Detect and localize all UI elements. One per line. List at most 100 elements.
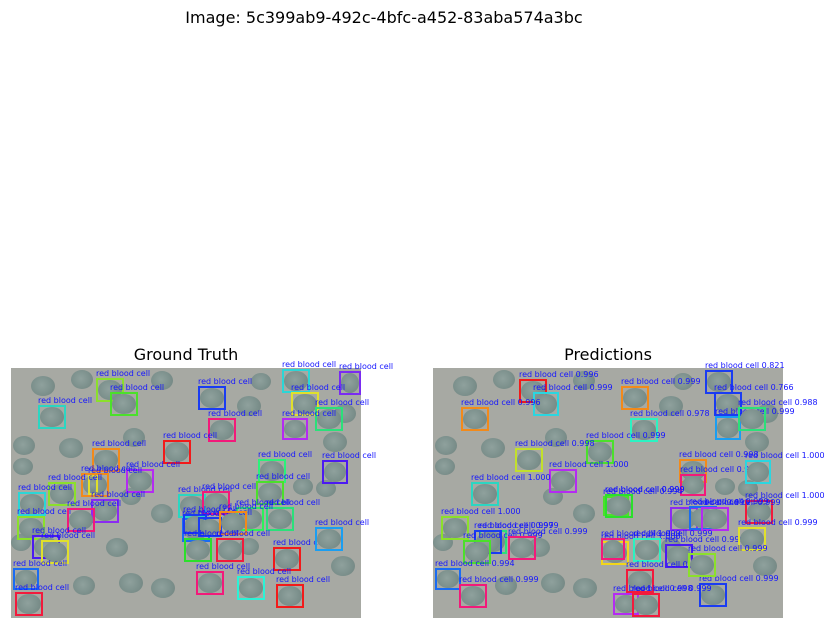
blood-cell [69, 510, 93, 530]
detection-box [586, 440, 614, 464]
detection-box [291, 392, 319, 416]
detection-label: red blood cell [91, 490, 146, 499]
detection-label: red blood cell 0.988 [738, 398, 818, 407]
detection-box [701, 507, 729, 531]
detection-box [435, 568, 461, 590]
detection-label: red blood cell [256, 472, 311, 481]
background-cell [119, 573, 143, 593]
detection-box [605, 494, 633, 518]
blood-cell [284, 420, 306, 438]
blood-cell [198, 573, 222, 593]
blood-cell [747, 502, 771, 522]
detection-box [665, 544, 693, 568]
blood-cell [607, 496, 631, 516]
background-cell [106, 538, 128, 557]
detection-box [601, 538, 625, 560]
blood-cell [278, 586, 302, 606]
blood-cell [717, 418, 739, 438]
detection-label: red blood cell [237, 567, 292, 576]
blood-cell [740, 409, 764, 429]
detection-label: red blood cell [322, 451, 377, 460]
detection-box [621, 386, 649, 410]
detection-label: red blood cell [291, 383, 346, 392]
detection-label: red blood cell [18, 483, 73, 492]
detection-label: red blood cell [15, 583, 70, 592]
background-cell [323, 432, 347, 452]
blood-cell [551, 471, 575, 491]
blood-cell [275, 549, 299, 569]
detection-label: red blood cell [266, 498, 321, 507]
detection-label: red blood cell [88, 466, 143, 475]
blood-cell [603, 540, 623, 558]
detection-box [216, 538, 244, 562]
detection-box [463, 540, 491, 564]
blood-cell [463, 409, 487, 429]
blood-cell [90, 477, 96, 493]
detection-label: red blood cell [273, 538, 328, 547]
detection-box [745, 500, 773, 524]
detection-label: red blood cell [339, 362, 394, 371]
detection-label: red blood cell 0.999 [479, 521, 559, 530]
blood-cell [284, 371, 308, 391]
background-cell [573, 371, 595, 390]
background-cell [151, 578, 175, 598]
background-cell [293, 478, 313, 495]
detection-box [714, 392, 742, 416]
blood-cell [747, 462, 769, 482]
blood-cell [218, 540, 242, 560]
detection-label: red blood cell 0.999 [689, 497, 769, 506]
background-cell [71, 370, 93, 389]
detection-label: red blood cell [163, 431, 218, 440]
detection-label: red blood cell [315, 398, 370, 407]
detection-box [202, 491, 230, 515]
blood-cell [682, 476, 704, 494]
background-cell [331, 556, 355, 576]
detection-box [508, 536, 536, 560]
background-cell [151, 504, 173, 523]
detection-box [441, 516, 469, 540]
blood-cell [20, 494, 44, 514]
detection-box [256, 481, 284, 505]
background-cell [435, 458, 455, 475]
detection-box [633, 538, 661, 562]
background-cell [541, 573, 565, 593]
blood-cell [635, 540, 659, 560]
detection-box [461, 407, 489, 431]
detection-label: red blood cell 0.999 [738, 518, 818, 527]
detection-box [515, 448, 543, 472]
detection-label: red blood cell 0.766 [714, 383, 794, 392]
detection-label: red blood cell 0.978 [630, 409, 710, 418]
background-cell [545, 428, 567, 447]
background-cell [31, 376, 55, 396]
blood-cell [740, 529, 764, 549]
blood-cell [128, 471, 152, 491]
detection-box [680, 474, 706, 496]
blood-cell [200, 519, 220, 535]
detection-label: red blood cell 0.998 [515, 439, 595, 448]
detection-label: red blood cell 0.999 [665, 535, 745, 544]
detection-label: red blood cell [184, 529, 239, 538]
detection-box [48, 482, 76, 506]
blood-cell [258, 483, 282, 503]
detection-label: red blood cell 0.999 [688, 544, 768, 553]
blood-cell [200, 388, 224, 408]
detection-box [219, 511, 247, 535]
background-cell [715, 478, 735, 495]
blood-cell [510, 538, 534, 558]
detection-label: red blood cell 0.999 [701, 498, 781, 507]
detection-label: red blood cell [17, 507, 72, 516]
detection-label: red blood cell [236, 498, 291, 507]
detection-box [745, 460, 771, 484]
ground-truth-image: red blood cell red blood cell red blood ce… [11, 360, 393, 618]
detection-box [196, 571, 224, 595]
detection-label: red blood cell [81, 464, 136, 473]
detection-box [471, 482, 499, 506]
detection-box [715, 416, 741, 440]
background-cell [481, 438, 505, 458]
detection-box [13, 568, 39, 590]
background-cell [435, 436, 457, 455]
detection-box [459, 584, 487, 608]
blood-cell [690, 555, 714, 575]
detection-box [198, 386, 226, 410]
detection-box [41, 540, 69, 564]
